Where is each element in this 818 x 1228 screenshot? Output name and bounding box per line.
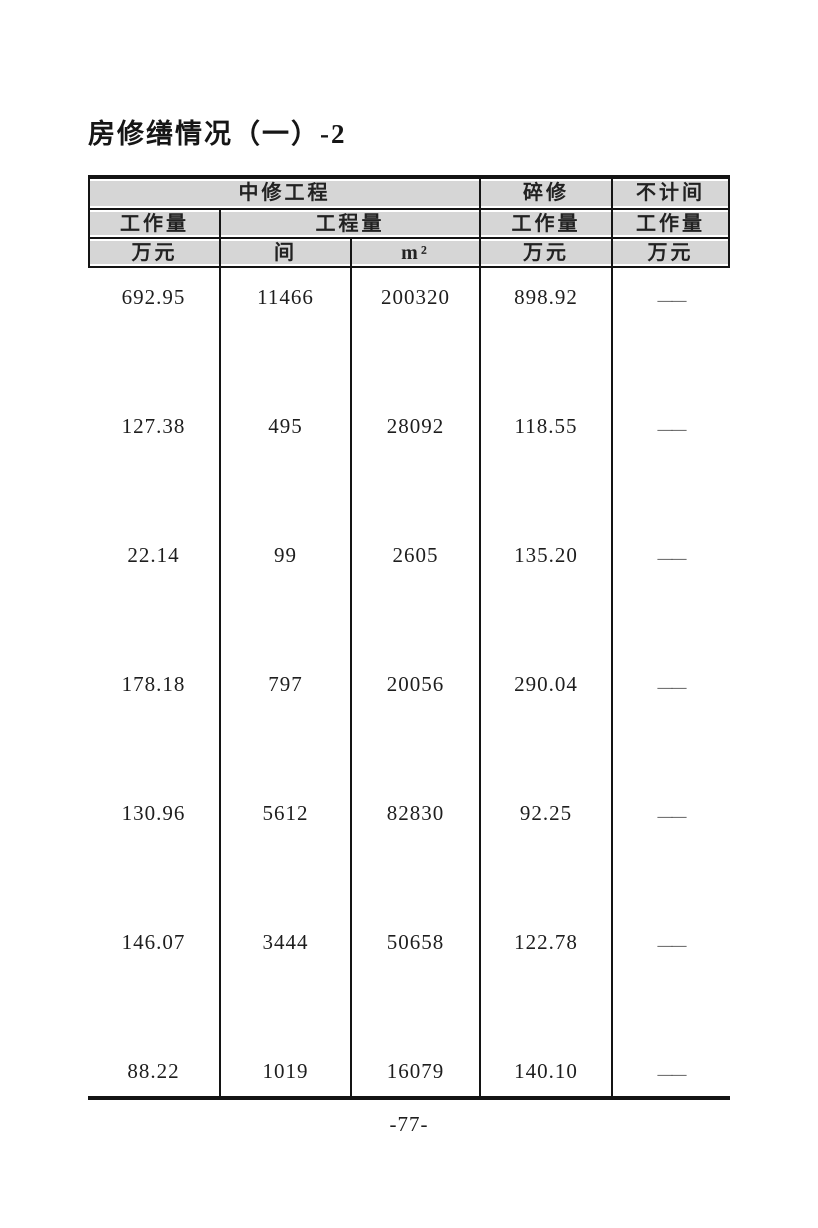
table-cell: 122.78: [479, 913, 611, 1042]
table-cell: 898.92: [479, 268, 611, 397]
table-row: 178.18 797 20056 290.04 ——: [88, 655, 730, 784]
header-cell-suixiu: 碎修: [479, 179, 611, 208]
table-row: 22.14 99 2605 135.20 ——: [88, 526, 730, 655]
table-cell: 5612: [219, 784, 350, 913]
table-cell: 16079: [350, 1042, 479, 1096]
table-cell-dash: ——: [611, 655, 730, 784]
table-cell: 99: [219, 526, 350, 655]
table-cell: 290.04: [479, 655, 611, 784]
header-cell-zhongxiu-gongcheng: 中修工程: [88, 179, 479, 208]
table-body: 692.95 11466 200320 898.92 —— 127.38 495…: [88, 268, 730, 1096]
unit-cell-wanyuan-3: 万元: [611, 239, 730, 266]
page-number: -77-: [389, 1112, 429, 1136]
table-cell: 50658: [350, 913, 479, 1042]
table-cell: 495: [219, 397, 350, 526]
header-cell-gongzuoliang-2: 工作量: [479, 210, 611, 237]
table-cell: 82830: [350, 784, 479, 913]
table-cell: 3444: [219, 913, 350, 1042]
header-unit-row: 万元 间 m² 万元 万元: [88, 237, 730, 266]
table-cell: 88.22: [127, 1059, 180, 1083]
document-page: 房修缮情况（一）-2 中修工程 碎修 不计间 工作量 工程量 工作量 工作量 万…: [88, 119, 730, 1136]
header-measure-row: 工作量 工程量 工作量 工作量: [88, 208, 730, 237]
table-cell: 11466: [219, 268, 350, 397]
header-cell-gongchengliang: 工程量: [219, 210, 479, 237]
repair-table: 中修工程 碎修 不计间 工作量 工程量 工作量 工作量 万元 间 m² 万元 万…: [88, 175, 730, 1100]
table-row: 127.38 495 28092 118.55 ——: [88, 397, 730, 526]
table-cell: 28092: [350, 397, 479, 526]
page-title: 房修缮情况（一）-2: [88, 119, 347, 149]
table-cell-dash: ——: [611, 1042, 730, 1096]
table-header: 中修工程 碎修 不计间 工作量 工程量 工作量 工作量 万元 间 m² 万元 万…: [88, 179, 730, 268]
table-cell: 130.96: [121, 801, 186, 825]
table-row: 130.96 5612 82830 92.25 ——: [88, 784, 730, 913]
table-cell-dash: ——: [611, 784, 730, 913]
table-cell: 1019: [219, 1042, 350, 1096]
table-cell: 22.14: [127, 543, 180, 567]
header-cell-gongzuoliang-3: 工作量: [611, 210, 730, 237]
unit-cell-wanyuan-1: 万元: [88, 239, 219, 266]
table-cell-dash: ——: [611, 268, 730, 397]
table-row: 146.07 3444 50658 122.78 ——: [88, 913, 730, 1042]
table-cell-dash: ——: [611, 913, 730, 1042]
table-cell: 92.25: [479, 784, 611, 913]
header-cell-gongzuoliang-1: 工作量: [88, 210, 219, 237]
table-cell: 797: [219, 655, 350, 784]
table-cell: 20056: [350, 655, 479, 784]
table-row: 88.22 1019 16079 140.10 ——: [88, 1042, 730, 1096]
table-cell: 118.55: [479, 397, 611, 526]
unit-cell-m2: m²: [350, 239, 479, 266]
table-row: 692.95 11466 200320 898.92 ——: [88, 268, 730, 397]
table-cell: 200320: [350, 268, 479, 397]
table-cell: 127.38: [121, 414, 186, 438]
table-cell-dash: ——: [611, 526, 730, 655]
table-cell: 178.18: [121, 672, 186, 696]
table-cell: 135.20: [479, 526, 611, 655]
header-group-row: 中修工程 碎修 不计间: [88, 179, 730, 208]
unit-cell-wanyuan-2: 万元: [479, 239, 611, 266]
table-cell: 2605: [350, 526, 479, 655]
header-cell-bujijian: 不计间: [611, 179, 730, 208]
table-cell: 140.10: [479, 1042, 611, 1096]
table-cell: 146.07: [121, 930, 186, 954]
table-cell-dash: ——: [611, 397, 730, 526]
table-cell: 692.95: [121, 285, 186, 309]
unit-cell-jian: 间: [219, 239, 350, 266]
